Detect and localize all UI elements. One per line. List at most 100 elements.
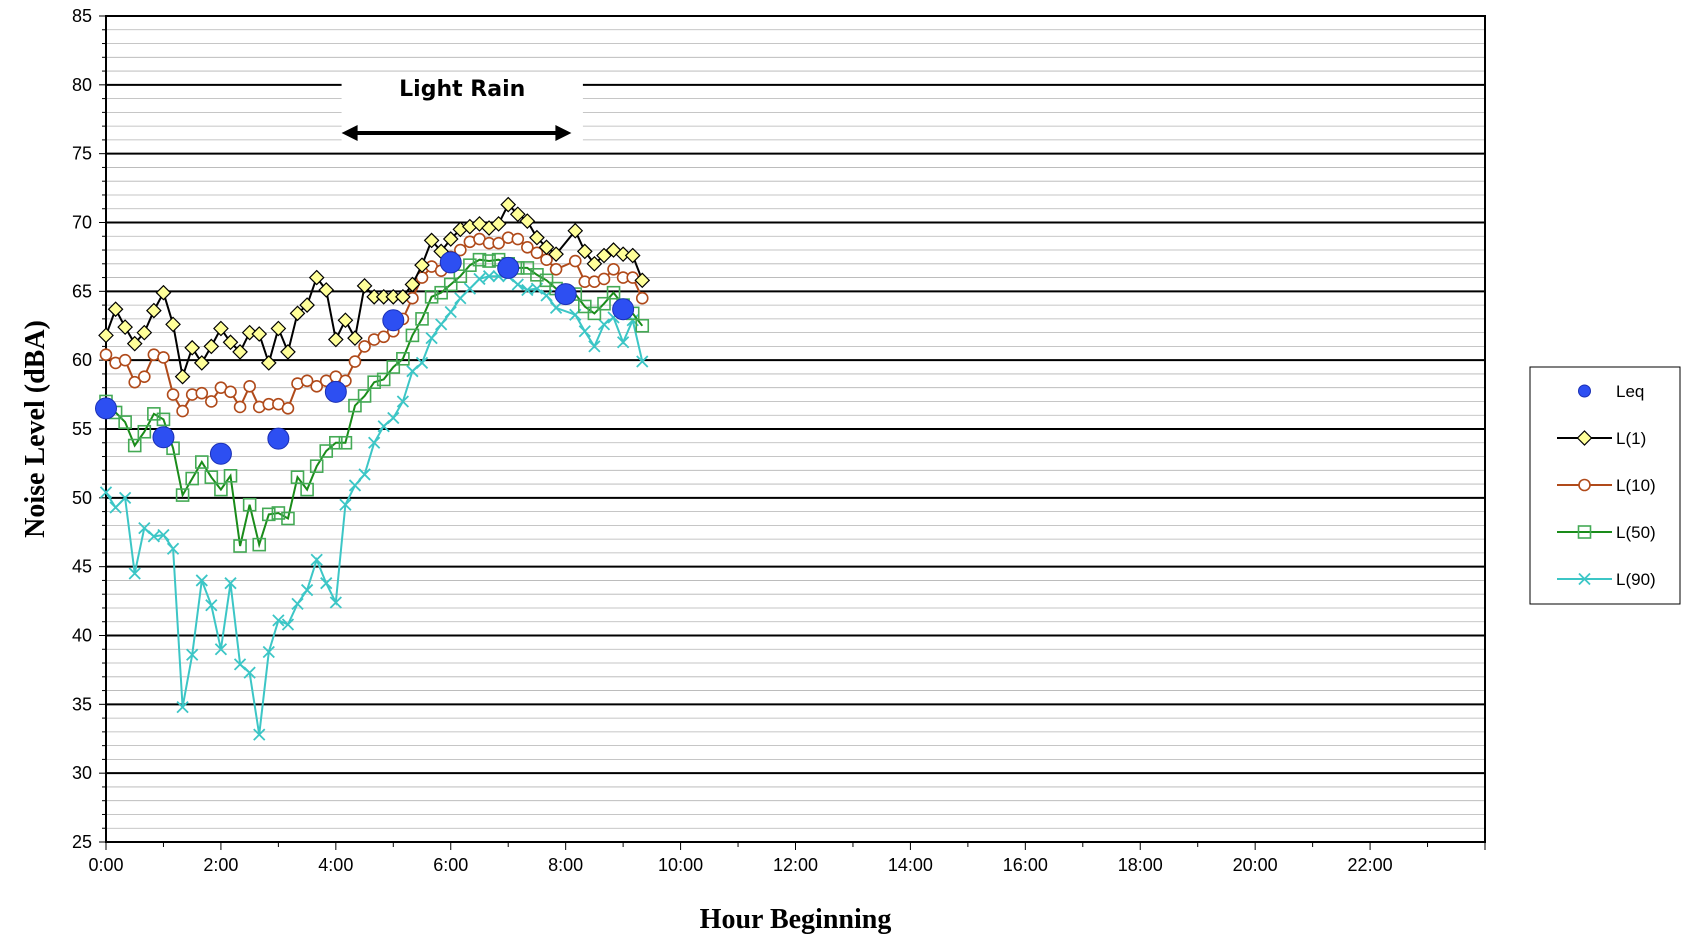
y-tick-label: 75 [72, 144, 92, 164]
l90-point [444, 305, 457, 319]
x-tick-label: 18:00 [1118, 855, 1163, 875]
l1-point [126, 335, 143, 352]
l1-point [1576, 430, 1593, 446]
legend-label-l10: L(10) [1616, 476, 1656, 495]
l90-point [214, 643, 228, 656]
leq-point [209, 442, 232, 465]
l10-point [568, 254, 582, 268]
l10-point [176, 404, 189, 418]
l1-point [270, 320, 287, 337]
l10-point [224, 385, 237, 399]
y-tick-label: 55 [72, 419, 92, 439]
l1-point [289, 305, 306, 322]
l90-point [463, 282, 477, 295]
x-tick-label: 6:00 [433, 855, 468, 875]
x-axis-title: Hour Beginning [700, 904, 892, 935]
x-tick-label: 14:00 [888, 855, 933, 875]
leq-point [554, 283, 577, 306]
x-tick-label: 8:00 [548, 855, 583, 875]
l90-point [387, 411, 400, 425]
l50-point [290, 470, 305, 484]
l1-point [538, 239, 555, 256]
l1-point [241, 324, 258, 341]
l10-point [99, 348, 113, 361]
l90-point [272, 614, 285, 627]
l90-point [406, 365, 419, 378]
l1-point [490, 216, 507, 232]
l1-point [615, 246, 631, 263]
leq-point [95, 397, 117, 420]
l10-point [530, 246, 544, 260]
l90-point [597, 318, 611, 331]
l10-point [166, 388, 180, 401]
l1-point [232, 344, 248, 360]
y-tick-label: 25 [72, 832, 92, 852]
l90-point [473, 272, 486, 286]
l1-point [414, 257, 430, 274]
l1-point [442, 231, 459, 247]
l50-point [606, 285, 621, 300]
l1-point [567, 222, 584, 239]
l1-point [634, 272, 651, 289]
legend-label-l50: L(50) [1616, 523, 1656, 542]
legend-item-l50: L(50) [1557, 523, 1656, 542]
l1-point [423, 232, 440, 249]
l90-point [636, 355, 649, 368]
l10-point [358, 340, 371, 353]
l50-point [405, 328, 420, 343]
l1-point [280, 344, 296, 360]
legend-item-l10: L(10) [1557, 476, 1656, 495]
l50-point [482, 254, 496, 268]
l90-point [511, 278, 524, 291]
l90-point [138, 521, 151, 535]
l90-point [157, 528, 170, 542]
l1-point [222, 334, 239, 351]
series-l90 [99, 270, 649, 741]
l10-point [511, 232, 525, 246]
l1-point [529, 229, 545, 246]
l1-point [260, 355, 277, 371]
l90-point [454, 292, 467, 305]
l90-point [243, 666, 256, 679]
l90-point [281, 618, 295, 631]
l50-point [453, 269, 468, 283]
l90-point [425, 332, 438, 345]
leq-point [497, 256, 520, 279]
annotation-arrow-head-left [341, 125, 358, 142]
l1-point [308, 269, 325, 286]
l1-point [509, 206, 526, 223]
l90-point [320, 577, 333, 590]
l10-point [205, 395, 218, 408]
l90-point [415, 356, 429, 370]
l1-point [98, 327, 114, 344]
l50-point [137, 424, 152, 439]
l1-point [519, 213, 536, 229]
l50-point [204, 470, 219, 484]
l90-point [300, 583, 314, 597]
l90-point [578, 325, 591, 338]
series-l10 [99, 231, 649, 418]
x-tick-label: 2:00 [203, 855, 238, 875]
l10-point [138, 370, 151, 383]
leq-point [152, 426, 175, 449]
l90-point [109, 501, 122, 514]
l90-point [1578, 572, 1591, 586]
l1-point [576, 243, 593, 260]
legend-label-l90: L(90) [1616, 570, 1656, 589]
l90-point [358, 468, 371, 481]
l50-point [233, 539, 247, 553]
series-group [95, 196, 651, 741]
l1-point [327, 331, 344, 348]
l50-point [309, 459, 324, 473]
y-tick-label: 60 [72, 350, 92, 370]
l10-point [233, 400, 247, 414]
legend-label-leq: Leq [1616, 382, 1644, 401]
l10-point [635, 291, 649, 305]
l10-point [1578, 478, 1591, 492]
l1-point [404, 276, 421, 293]
l1-point [337, 312, 354, 329]
l90-point [205, 599, 218, 612]
l50-point [194, 455, 209, 469]
x-tick-label: 10:00 [658, 855, 703, 875]
